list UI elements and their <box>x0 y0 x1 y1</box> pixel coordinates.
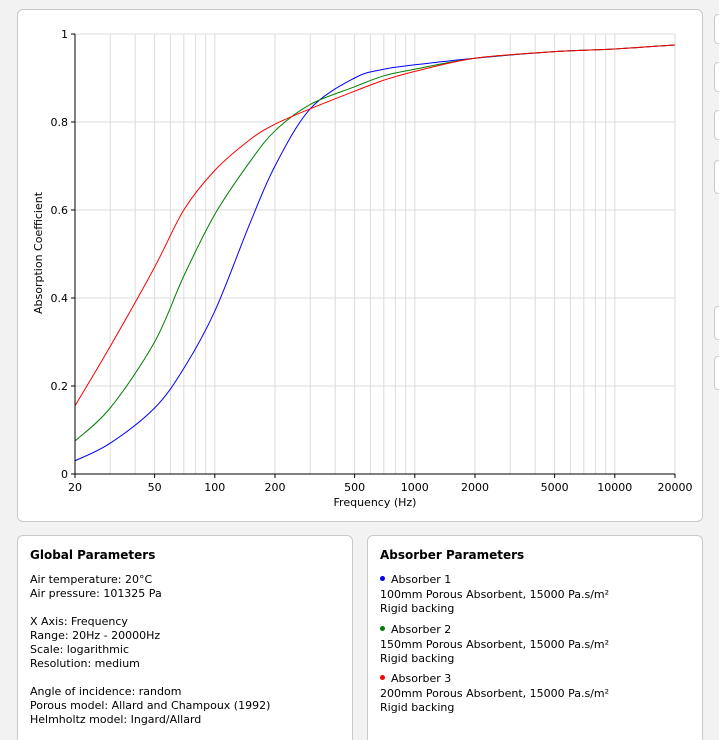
absorber-3-dot-icon <box>380 675 385 680</box>
y-axis-title: Absorption Coefficient <box>32 191 45 314</box>
series-line-3 <box>74 44 676 407</box>
y-tick-label: 0.6 <box>51 204 69 217</box>
x-tick-label: 1000 <box>401 481 429 494</box>
absorber-1-name: Absorber 1 <box>380 573 451 586</box>
x-tick-label: 2000 <box>461 481 489 494</box>
y-tick-label: 0.8 <box>51 116 69 129</box>
chart-panel: 20 50 100 200 500 1000 2000 5000 10000 20000 0 0.2 0… <box>17 9 703 522</box>
x-tick-label: 200 <box>265 481 286 494</box>
absorber-1-desc: 100mm Porous Absorbent, 15000 Pa.s/m² <box>380 588 610 601</box>
x-axis-text: X Axis: Frequency <box>30 615 128 628</box>
angle-text: Angle of incidence: random <box>30 685 182 698</box>
resolution-text: Resolution: medium <box>30 657 140 670</box>
side-button-1[interactable] <box>714 14 719 44</box>
scale-text: Scale: logarithmic <box>30 643 129 656</box>
series-line-2 <box>74 44 676 442</box>
absorber-3-label: Absorber 3 <box>391 672 452 685</box>
x-tick-label: 20 <box>68 481 82 494</box>
y-tick-label: 0.2 <box>51 380 69 393</box>
global-parameters-title: Global Parameters <box>30 548 156 562</box>
absorber-2-backing: Rigid backing <box>380 652 455 665</box>
absorber-3-name: Absorber 3 <box>380 672 451 685</box>
x-tick-label: 500 <box>344 481 365 494</box>
absorber-3-backing: Rigid backing <box>380 701 455 714</box>
absorber-1-backing: Rigid backing <box>380 602 455 615</box>
side-button-4[interactable] <box>714 160 719 194</box>
side-button-5[interactable] <box>714 306 719 340</box>
y-tick-label: 1 <box>61 28 68 41</box>
absorber-parameters-panel: Absorber Parameters Absorber 1 100mm Por… <box>367 535 703 740</box>
y-tick-label: 0 <box>61 468 68 481</box>
chart-grid <box>74 33 676 475</box>
absorber-1-dot-icon <box>380 576 385 581</box>
absorption-chart: 20 50 100 200 500 1000 2000 5000 10000 20000 0 0.2 0… <box>32 28 693 509</box>
x-tick-label: 50 <box>148 481 162 494</box>
x-tick-label: 20000 <box>658 481 693 494</box>
helmholtz-model-text: Helmholtz model: Ingard/Allard <box>30 713 202 726</box>
series-line-1 <box>74 44 676 462</box>
side-button-2[interactable] <box>714 62 719 92</box>
x-tick-label: 100 <box>204 481 225 494</box>
x-tick-label: 10000 <box>597 481 632 494</box>
y-tick-label: 0.4 <box>51 292 69 305</box>
absorber-2-desc: 150mm Porous Absorbent, 15000 Pa.s/m² <box>380 638 610 651</box>
chart-series <box>74 44 676 462</box>
air-pressure-text: Air pressure: 101325 Pa <box>30 587 162 600</box>
absorber-2-label: Absorber 2 <box>391 623 452 636</box>
absorber-2-name: Absorber 2 <box>380 623 451 636</box>
absorber-3-desc: 200mm Porous Absorbent, 15000 Pa.s/m² <box>380 687 610 700</box>
chart-axes <box>71 33 676 478</box>
chart-tick-labels: 20 50 100 200 500 1000 2000 5000 10000 20000 0 0.2 0… <box>51 28 693 494</box>
range-text: Range: 20Hz - 20000Hz <box>30 629 161 642</box>
absorber-parameters-title: Absorber Parameters <box>380 548 525 562</box>
porous-model-text: Porous model: Allard and Champoux (1992) <box>30 699 271 712</box>
air-temperature-text: Air temperature: 20°C <box>30 573 153 586</box>
x-tick-label: 5000 <box>541 481 569 494</box>
absorber-2-dot-icon <box>380 626 385 631</box>
x-axis-title: Frequency (Hz) <box>334 496 417 509</box>
side-button-3[interactable] <box>714 110 719 140</box>
side-button-6[interactable] <box>714 356 719 390</box>
global-parameters-panel: Global Parameters Air temperature: 20°C … <box>17 535 353 740</box>
absorber-1-label: Absorber 1 <box>391 573 452 586</box>
